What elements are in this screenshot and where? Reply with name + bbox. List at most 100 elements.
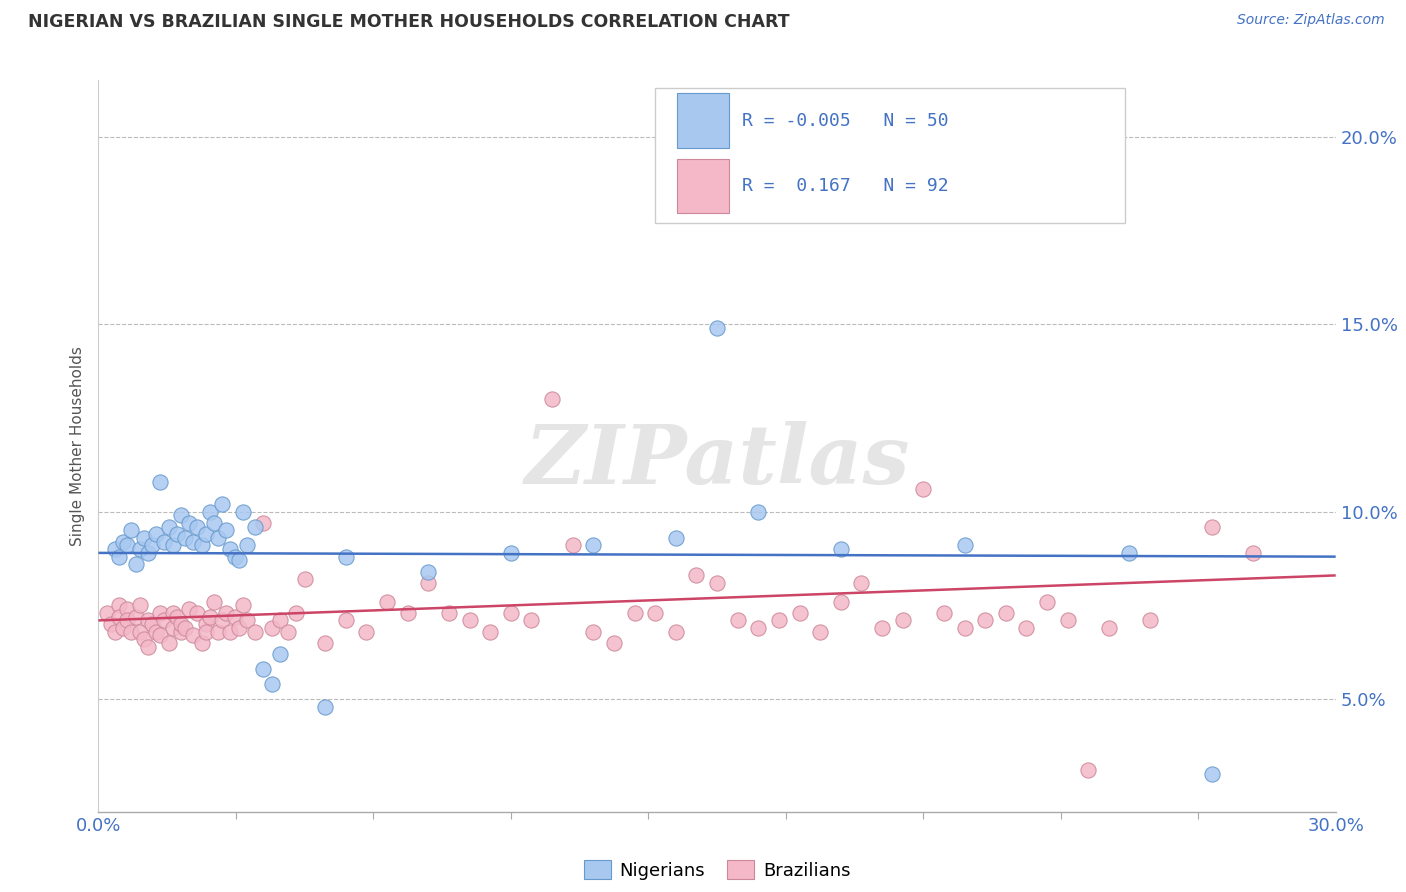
Point (260, 621, 283, 635)
Point (186, 606, 208, 620)
Point (974, 614, 997, 628)
Point (162, 538, 184, 552)
Point (335, 614, 357, 628)
Point (112, 621, 135, 635)
Point (1015, 621, 1038, 635)
Point (851, 575, 873, 590)
Point (198, 609, 221, 624)
Point (236, 538, 259, 552)
Point (665, 624, 688, 639)
Point (269, 647, 291, 661)
Point (132, 531, 155, 545)
Point (260, 677, 283, 691)
Text: R = -0.005   N = 50: R = -0.005 N = 50 (742, 112, 949, 129)
Point (520, 614, 543, 628)
Point (418, 575, 440, 590)
Point (104, 624, 127, 639)
Point (437, 606, 460, 620)
Point (202, 595, 225, 609)
Point (124, 557, 146, 571)
Point (685, 568, 707, 582)
Point (1118, 546, 1140, 560)
Point (194, 624, 217, 639)
Point (198, 505, 221, 519)
Text: R =  0.167   N = 92: R = 0.167 N = 92 (742, 178, 949, 195)
Point (277, 624, 299, 639)
Point (136, 614, 159, 628)
Point (179, 602, 201, 616)
Legend: Nigerians, Brazilians: Nigerians, Brazilians (576, 853, 858, 887)
Point (166, 527, 188, 541)
Point (479, 624, 502, 639)
Point (141, 538, 163, 552)
Point (418, 565, 440, 579)
Point (356, 624, 378, 639)
Text: ZIPatlas: ZIPatlas (524, 421, 910, 500)
Point (136, 640, 159, 654)
Point (136, 546, 159, 560)
Point (149, 606, 172, 620)
Point (181, 534, 204, 549)
Point (499, 546, 522, 560)
Point (541, 392, 564, 406)
Point (120, 524, 142, 538)
Point (170, 508, 193, 523)
Point (194, 617, 217, 632)
Point (727, 614, 749, 628)
Point (174, 531, 197, 545)
Point (153, 614, 176, 628)
Point (128, 599, 150, 613)
Point (285, 606, 308, 620)
Point (120, 624, 142, 639)
Point (582, 624, 605, 639)
Point (870, 621, 893, 635)
Point (149, 628, 172, 642)
Text: Source: ZipAtlas.com: Source: ZipAtlas.com (1237, 13, 1385, 28)
Point (162, 606, 184, 620)
Point (912, 482, 935, 496)
Point (186, 519, 208, 533)
Point (665, 531, 688, 545)
Point (117, 538, 139, 552)
Point (789, 606, 811, 620)
Point (747, 621, 769, 635)
Point (269, 614, 291, 628)
Text: NIGERIAN VS BRAZILIAN SINGLE MOTHER HOUSEHOLDS CORRELATION CHART: NIGERIAN VS BRAZILIAN SINGLE MOTHER HOUS… (28, 13, 790, 31)
Point (219, 542, 242, 557)
Point (1098, 621, 1121, 635)
Point (117, 602, 139, 616)
Point (252, 662, 274, 676)
Point (141, 617, 163, 632)
Point (1201, 767, 1223, 781)
Point (149, 475, 172, 489)
Point (891, 614, 914, 628)
Point (145, 527, 167, 541)
Point (1056, 614, 1078, 628)
Point (108, 609, 131, 624)
Point (623, 606, 645, 620)
Point (145, 624, 167, 639)
Point (1241, 546, 1264, 560)
Point (232, 505, 254, 519)
Y-axis label: Single Mother Households: Single Mother Households (70, 346, 86, 546)
Point (162, 621, 184, 635)
Point (104, 542, 127, 557)
Point (128, 542, 150, 557)
Point (236, 614, 259, 628)
Point (224, 609, 246, 624)
Point (219, 624, 242, 639)
Point (174, 621, 197, 635)
FancyBboxPatch shape (655, 87, 1125, 223)
Point (335, 549, 357, 564)
Point (179, 516, 201, 530)
Point (132, 632, 155, 647)
Point (243, 624, 266, 639)
FancyBboxPatch shape (678, 160, 730, 213)
Point (603, 636, 626, 650)
Point (830, 542, 852, 557)
Point (953, 621, 976, 635)
Point (108, 549, 131, 564)
Point (1139, 614, 1161, 628)
Point (994, 606, 1017, 620)
Point (932, 606, 955, 620)
